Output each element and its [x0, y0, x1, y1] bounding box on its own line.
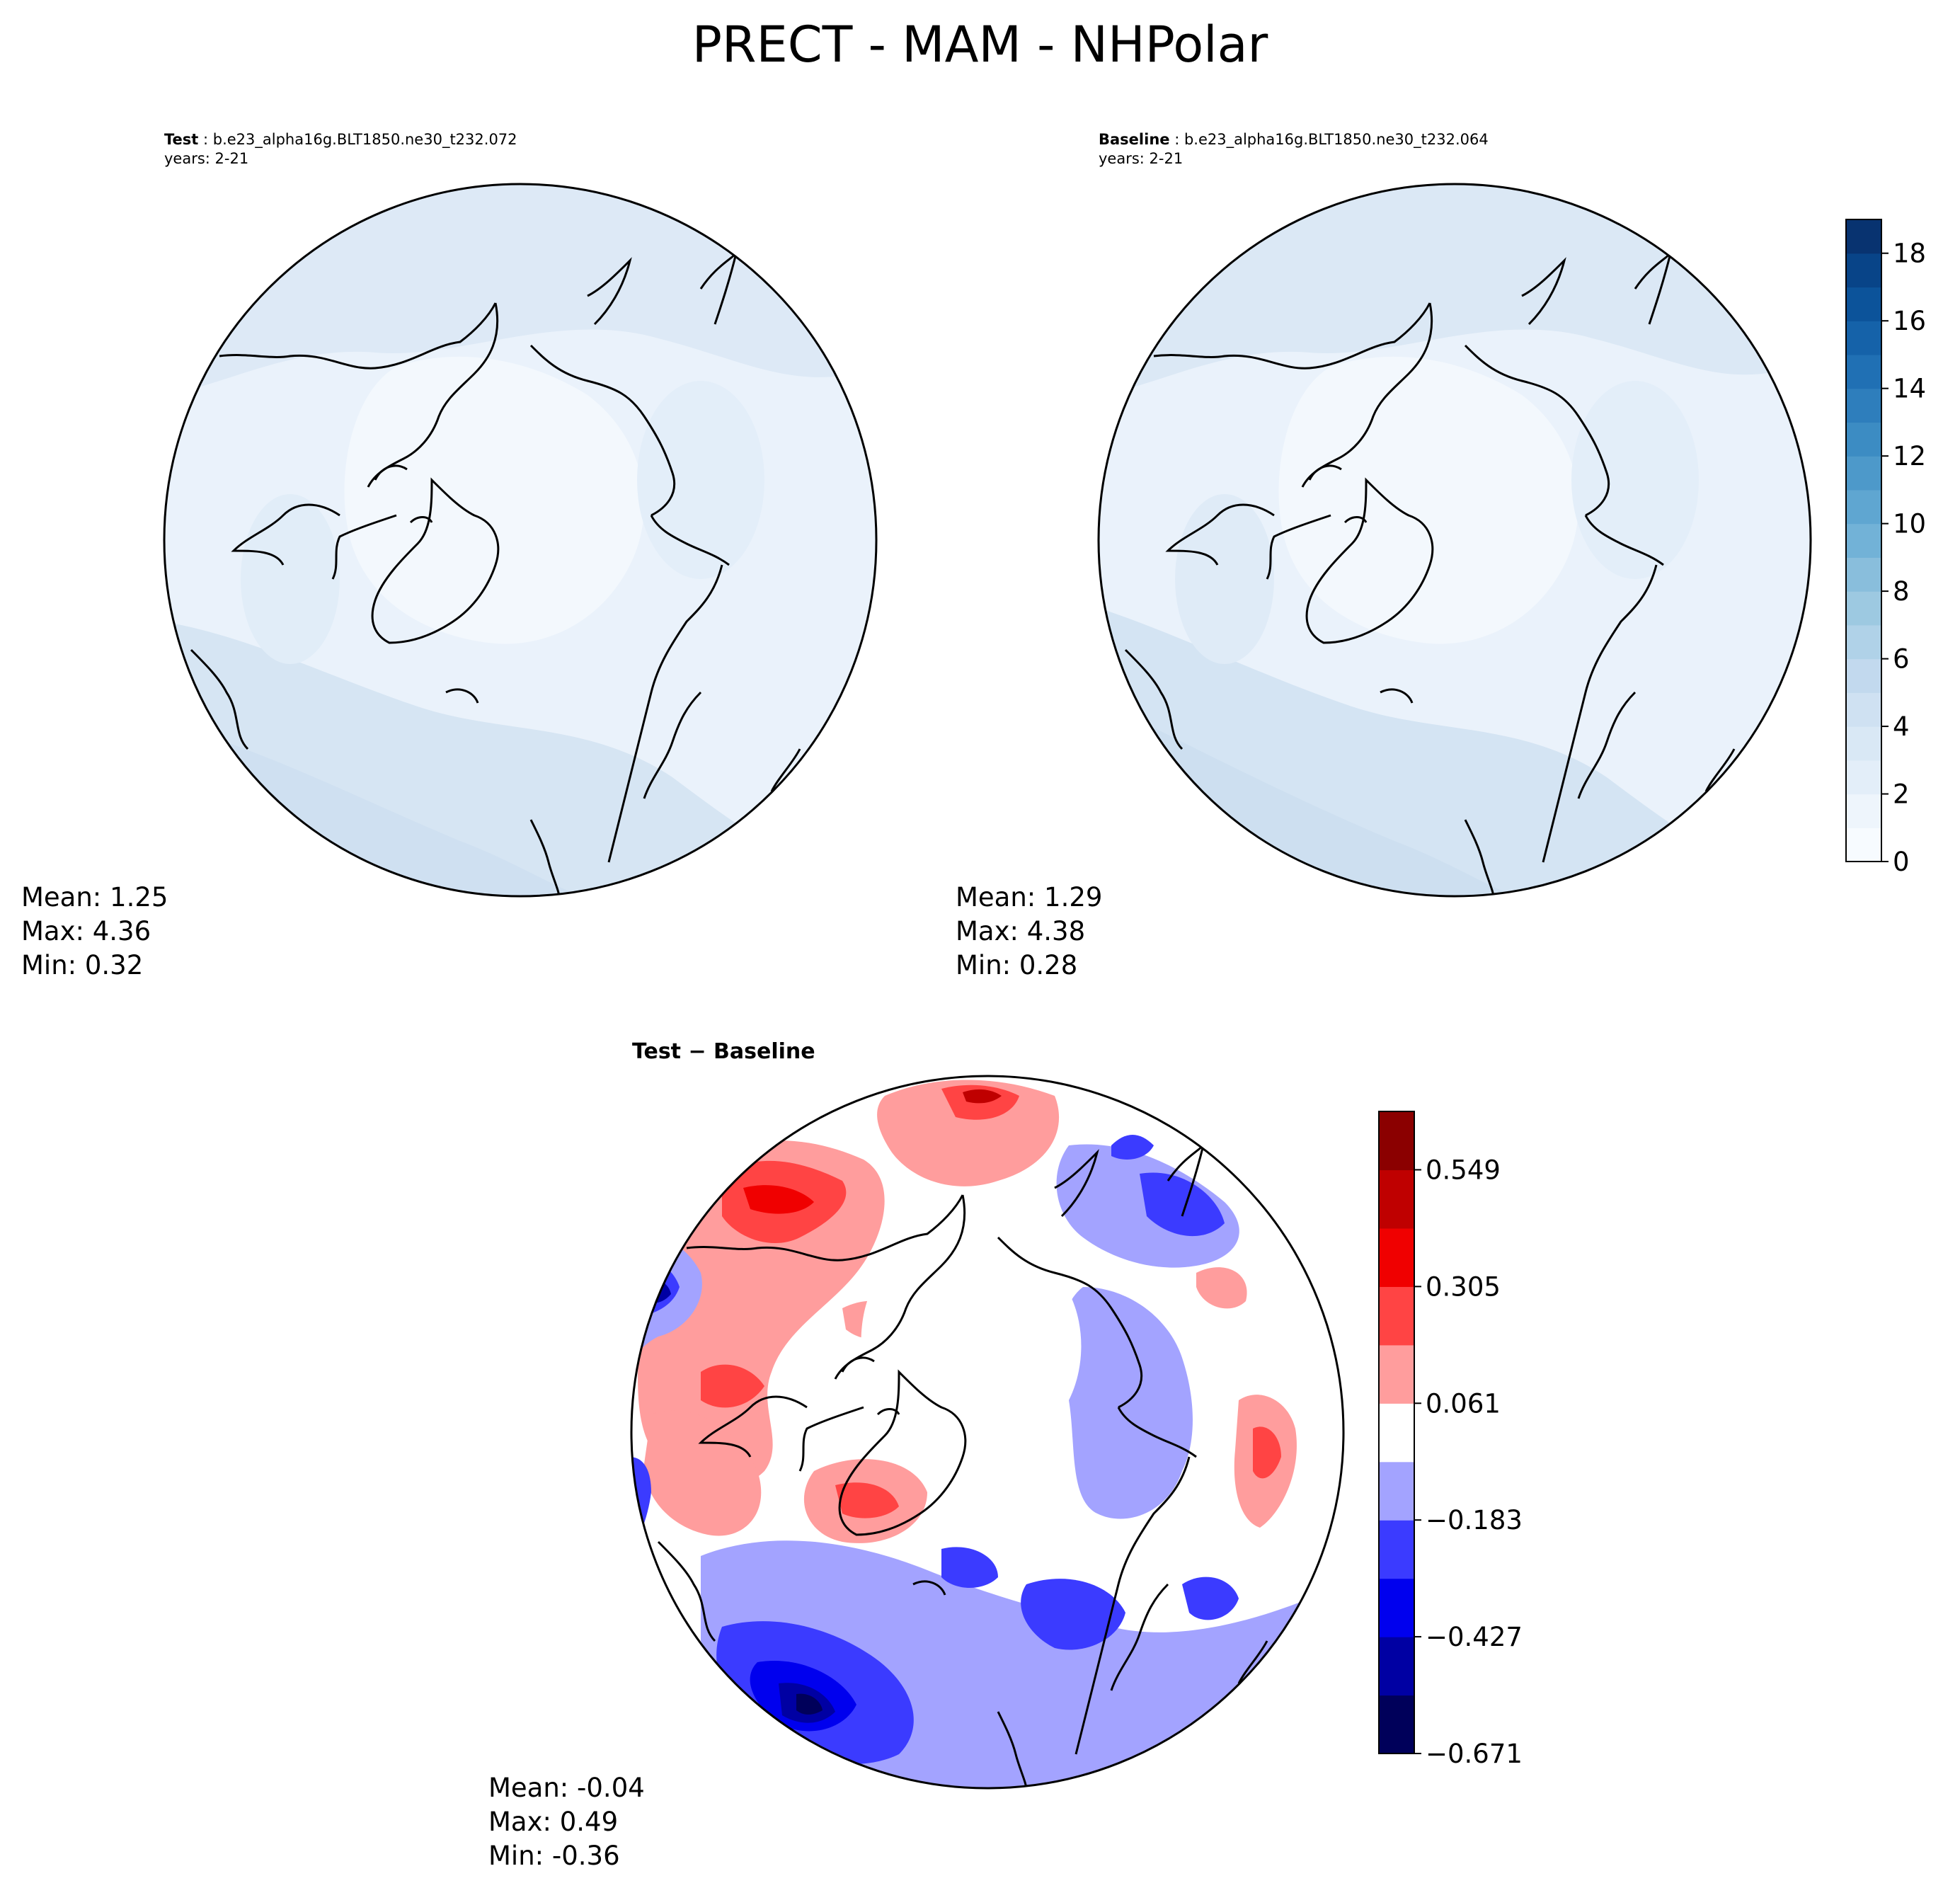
main-colorbar-tick-label: 8 — [1893, 576, 1910, 607]
diff-colorbar-segment — [1379, 1403, 1414, 1463]
main-colorbar-segment — [1846, 557, 1881, 592]
main-colorbar-border — [1845, 219, 1882, 862]
test-years: years: 2-21 — [164, 150, 249, 167]
main-colorbar-segment — [1846, 219, 1881, 254]
diff-colorbar-tick-label: −0.671 — [1426, 1739, 1523, 1769]
diff-colorbar-tick-label: −0.427 — [1426, 1622, 1523, 1652]
diff-colorbar-border — [1378, 1111, 1415, 1754]
test-min: Min: 0.32 — [21, 950, 144, 980]
main-colorbar-tick-label: 12 — [1893, 441, 1926, 471]
baseline-coastlines — [1124, 231, 1736, 896]
main-colorbar-segment — [1846, 692, 1881, 727]
diff-colorbar-segment — [1379, 1637, 1414, 1696]
test-case-name: : b.e23_alpha16g.BLT1850.ne30_t232.072 — [198, 131, 517, 148]
main-colorbar-segment — [1846, 760, 1881, 795]
main-colorbar-segment — [1846, 388, 1881, 423]
main-colorbar-tick-label: 14 — [1893, 374, 1926, 404]
diff-colorbar: 0.549 0.305 0.061 −0.183 −0.427 −0.671 — [1378, 1111, 1523, 1769]
main-colorbar-segment — [1846, 456, 1881, 491]
test-polar-map — [163, 183, 878, 898]
figure-title: PRECT - MAM - NHPolar — [692, 16, 1268, 74]
diff-mean: Mean: -0.04 — [488, 1773, 645, 1803]
baseline-years: years: 2-21 — [1099, 150, 1184, 167]
baseline-polar-map — [1097, 183, 1812, 898]
main-colorbar-tick-label: 16 — [1893, 306, 1926, 336]
diff-max: Max: 0.49 — [488, 1807, 619, 1837]
main-colorbar-segment — [1846, 658, 1881, 693]
test-coastlines — [190, 231, 801, 896]
test-mean: Mean: 1.25 — [21, 882, 168, 912]
diff-colorbar-segment — [1379, 1169, 1414, 1229]
main-colorbar-tick-label: 4 — [1893, 711, 1910, 742]
diff-colorbar-segment — [1379, 1111, 1414, 1171]
main-colorbar-segment — [1846, 828, 1881, 862]
test-label: Test — [164, 131, 199, 148]
diff-colorbar-segment — [1379, 1461, 1414, 1521]
main-colorbar-tick-label: 10 — [1893, 509, 1926, 539]
diff-stats: Mean: -0.04 Max: 0.49 Min: -0.36 — [488, 1771, 645, 1873]
diff-colorbar-segment — [1379, 1695, 1414, 1754]
diff-min: Min: -0.36 — [488, 1841, 620, 1871]
diff-colorbar-segment — [1379, 1228, 1414, 1287]
test-stats: Mean: 1.25 Max: 4.36 Min: 0.32 — [21, 881, 168, 983]
main-colorbar: 0 2 4 6 8 10 12 14 16 18 — [1845, 219, 1926, 877]
main-colorbar-segment — [1846, 726, 1881, 761]
baseline-panel-header: Baseline : b.e23_alpha16g.BLT1850.ne30_t… — [1099, 130, 1489, 168]
main-colorbar-segment — [1846, 287, 1881, 321]
baseline-label: Baseline — [1099, 131, 1170, 148]
main-colorbar-segment — [1846, 253, 1881, 288]
diff-colorbar-segment — [1379, 1286, 1414, 1346]
baseline-mean: Mean: 1.29 — [956, 882, 1103, 912]
main-colorbar-tick-label: 2 — [1893, 779, 1910, 810]
test-panel-header: Test : b.e23_alpha16g.BLT1850.ne30_t232.… — [164, 130, 517, 168]
diff-colorbar-tick-label: −0.183 — [1426, 1505, 1523, 1535]
main-colorbar-segment — [1846, 624, 1881, 660]
main-colorbar-segment — [1846, 794, 1881, 828]
baseline-stats: Mean: 1.29 Max: 4.38 Min: 0.28 — [956, 881, 1102, 983]
main-colorbar-tick-label: 18 — [1893, 239, 1926, 269]
baseline-case-name: : b.e23_alpha16g.BLT1850.ne30_t232.064 — [1169, 131, 1489, 148]
main-colorbar-tick-label: 6 — [1893, 644, 1910, 675]
diff-panel-title: Test − Baseline — [632, 1039, 815, 1064]
diff-colorbar-segment — [1379, 1520, 1414, 1579]
diff-polar-map — [630, 1075, 1345, 1790]
main-colorbar-tick-label: 0 — [1893, 847, 1910, 877]
baseline-min: Min: 0.28 — [956, 950, 1078, 980]
diff-colorbar-tick-label: 0.305 — [1426, 1271, 1501, 1302]
main-colorbar-segment — [1846, 321, 1881, 355]
main-colorbar-segment — [1846, 422, 1881, 457]
diff-coastlines — [657, 1123, 1268, 1788]
diff-colorbar-segment — [1379, 1344, 1414, 1404]
baseline-max: Max: 4.38 — [956, 916, 1086, 946]
main-colorbar-segment — [1846, 591, 1881, 626]
diff-colorbar-segment — [1379, 1578, 1414, 1637]
main-colorbar-segment — [1846, 523, 1881, 558]
diff-colorbar-tick-label: 0.061 — [1426, 1388, 1501, 1419]
test-max: Max: 4.36 — [21, 916, 151, 946]
diff-colorbar-tick-label: 0.549 — [1426, 1155, 1501, 1185]
main-colorbar-segment — [1846, 354, 1881, 389]
main-colorbar-segment — [1846, 489, 1881, 525]
